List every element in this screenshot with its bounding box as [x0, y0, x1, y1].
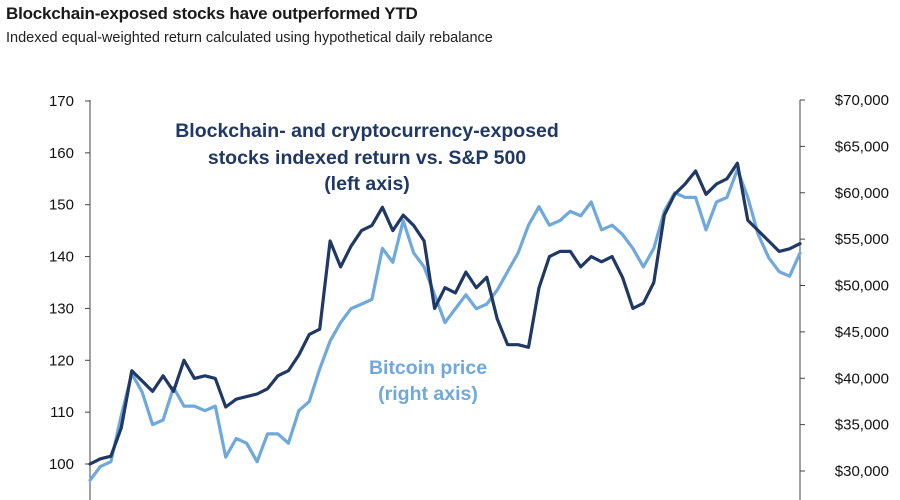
left-tick-label: 170: [49, 93, 74, 110]
stocks-index-line: [88, 161, 802, 466]
right-tick-label: $45,000: [835, 324, 889, 341]
bitcoin-annotation-line-1: Bitcoin price: [369, 357, 487, 379]
right-tick-label: $30,000: [835, 463, 889, 480]
right-tick-label: $60,000: [835, 185, 889, 202]
chart-title: Blockchain-exposed stocks have outperfor…: [6, 4, 418, 23]
series-lines: [88, 161, 802, 482]
left-tick-label: 100: [49, 456, 74, 473]
chart-subtitle: Indexed equal-weighted return calculated…: [6, 30, 493, 46]
left-tick-label: 110: [50, 404, 74, 421]
right-axis-ticks: $30,000 $35,000 $40,000 $45,000 $50,000 $55,0…: [800, 92, 889, 480]
stocks-annotation-line-2: stocks indexed return vs. S&P 500: [208, 147, 526, 169]
plot-area: [89, 100, 801, 500]
right-tick-label: $70,000: [835, 92, 889, 109]
stocks-annotation-line-3: (left axis): [324, 173, 410, 195]
left-tick-label: 140: [49, 249, 74, 266]
left-tick-label: 160: [49, 145, 74, 162]
right-tick-label: $50,000: [835, 278, 889, 295]
left-tick-label: 130: [49, 300, 74, 317]
right-tick-label: $65,000: [835, 138, 889, 155]
left-tick-label: 150: [49, 197, 74, 214]
left-axis-ticks: 100 110 120 130 140 150 160 170: [49, 93, 90, 473]
left-tick-label: 120: [49, 352, 74, 369]
stocks-annotation-line-1: Blockchain- and cryptocurrency-exposed: [175, 120, 559, 142]
bitcoin-price-line: [88, 168, 802, 482]
right-tick-label: $55,000: [835, 231, 889, 248]
right-tick-label: $35,000: [835, 417, 889, 434]
right-tick-label: $40,000: [835, 370, 889, 387]
bitcoin-annotation-line-2: (right axis): [378, 383, 478, 405]
